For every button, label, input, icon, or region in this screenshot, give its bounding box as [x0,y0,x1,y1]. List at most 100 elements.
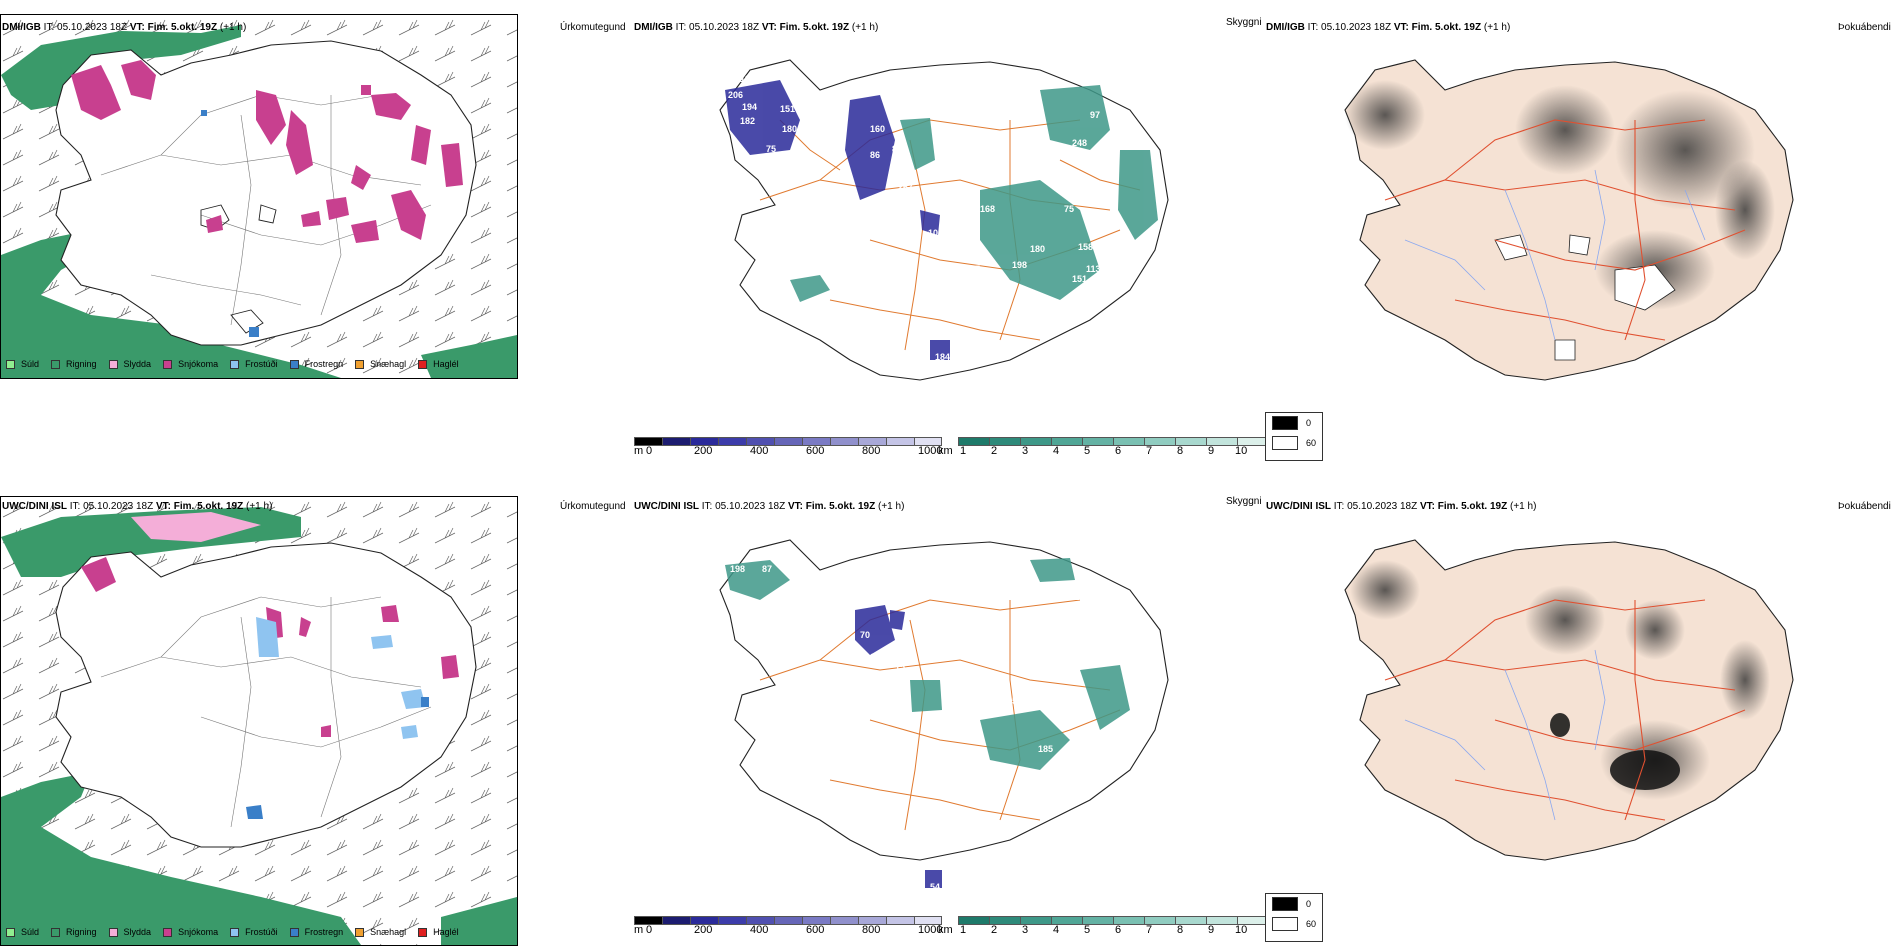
ceiling-color-step [774,437,802,446]
cloud-base-label: 158 [1078,242,1093,252]
legend-item-slydda: Slydda [108,927,151,937]
ceiling-tick: 200 [694,445,713,457]
it-label: IT: [701,501,713,512]
legend-label: Rigning [66,359,97,369]
it-value: 05.10.2023 18Z [715,501,786,512]
legend-swatch [355,359,365,369]
legend-swatch [108,927,118,937]
legend-label: Frostregn [304,359,344,369]
ceiling-color-step [914,916,942,925]
fog-swatch [1272,897,1298,911]
visibility-tick: 8 [1177,445,1184,457]
cloud-header-2: UWC/DINI ISL IT: 05.10.2023 18Z VT: Fim.… [634,501,904,513]
visibility-color-step [1020,916,1051,925]
fog-header-2: UWC/DINI ISL IT: 05.10.2023 18Z VT: Fim.… [1266,501,1536,513]
visibility-color-step [1113,916,1144,925]
precip-panel-1: Súld Rigning Slydda Snjókoma Frostúði Fr… [0,14,518,379]
legend-swatch [418,927,428,937]
cloud-base-label: 70 [860,630,870,640]
fog-legend-row-0: 0 [1266,413,1322,433]
ceiling-unit: m [634,445,644,457]
ceiling-color-step [858,437,886,446]
visibility-color-step [1051,916,1082,925]
cloud-base-label: 77 [1090,742,1100,752]
vt-value: Fim. 5.okt. 19Z [779,22,850,33]
visibility-tick: 1 [960,445,967,457]
visibility-color-step [1144,437,1175,446]
cloud-base-label: 88 [892,144,902,154]
legend-item-snaehagl: Snæhagl [355,927,406,937]
cloud-base-label: 10 [928,228,938,238]
ceiling-color-step [802,916,830,925]
cloud-base-label: 121 [1120,620,1135,630]
cloud-map-1: 206 192 194 182 87 151 180 75 160 89 86 88 267 147 168… [680,40,1240,430]
legend-item-snjokoma: Snjókoma [163,359,218,369]
ceiling-tick: 800 [862,445,881,457]
ceiling-color-step [830,437,858,446]
cloud-base-label: 248 [1072,138,1087,148]
precip-legend-2: Súld Rigning Slydda Snjókoma Frostúði Fr… [6,927,471,937]
cloud-base-label: 169 [1060,762,1075,772]
ceiling-color-step [774,916,802,925]
ceiling-color-step [830,916,858,925]
cloud-base-label: 194 [742,102,757,112]
vt-value: Fim. 5.okt. 19Z [1437,501,1508,512]
legend-swatch [51,359,61,369]
model-name: DMI/IGB [1266,22,1305,33]
it-value: 05.10.2023 18Z [1347,501,1418,512]
visibility-color-step [989,916,1020,925]
it-value: 05.10.2023 18Z [83,501,154,512]
fog-legend-label: 0 [1306,418,1312,428]
vt-value: Fim. 5.okt. 19Z [1411,22,1482,33]
fog-legend-row-0: 0 [1266,894,1322,914]
visibility-colorbar-1 [958,437,1268,446]
legend-swatch [51,927,61,937]
legend-swatch [418,359,428,369]
ceiling-tick: 1000 [918,445,943,457]
visibility-tick: 2 [991,924,998,936]
visibility-tick: 9 [1208,445,1215,457]
cloud-base-label: 75 [1064,204,1074,214]
cloud-base-label: 185 [1038,744,1053,754]
offset: (+1 h) [1483,22,1511,33]
legend-label: Snjókoma [178,927,219,937]
cloud-base-label: 46 [1132,658,1142,668]
ceiling-color-step [718,437,746,446]
fog-swatch [1272,436,1298,450]
legend-swatch [6,927,15,937]
model-name: DMI/IGB [634,22,673,33]
visibility-color-step [1206,437,1237,446]
cloud-base-label: 15 [895,662,905,672]
precip-map-2 [1,497,517,945]
ceiling-tick: 1000 [918,924,943,936]
visibility-tick: 4 [1053,445,1060,457]
cloud-base-label: 180 [1030,244,1045,254]
fog-legend-label: 60 [1306,919,1317,929]
fog-map-svg-2 [1344,539,1794,861]
cloud-base-label: 267 [898,182,913,192]
visibility-colorbar-2 [958,916,1268,925]
legend-item-haglel: Haglél [418,359,459,369]
legend-swatch [230,359,240,369]
cloud-base-label: 129 [1090,290,1105,300]
legend-item-haglel: Haglél [418,927,459,937]
ceiling-color-step [718,916,746,925]
cloud-base-label: 151 [1072,274,1087,284]
legend-label: Frostregn [304,927,344,937]
precip-varname-2: Úrkomutegund [560,501,626,512]
fog-varname-2: Þokuábendi [1838,501,1891,512]
cloud-base-label: 113 [1086,264,1101,274]
it-label: IT: [1333,501,1345,512]
legend-item-sudd: Súld [6,927,39,937]
legend-swatch [108,359,118,369]
legend-swatch [163,927,173,937]
vt-label: VT: [787,501,803,512]
cloud-header-1: DMI/IGB IT: 05.10.2023 18Z VT: Fim. 5.ok… [634,22,878,34]
vt-value: Fim. 5.okt. 19Z [805,501,876,512]
legend-item-snjokoma: Snjókoma [163,927,218,937]
ceiling-tick: 600 [806,445,825,457]
ceiling-color-step [690,437,718,446]
offset: (+1 h) [878,501,905,512]
vt-label: VT: [129,22,145,33]
visibility-color-step [1082,437,1113,446]
